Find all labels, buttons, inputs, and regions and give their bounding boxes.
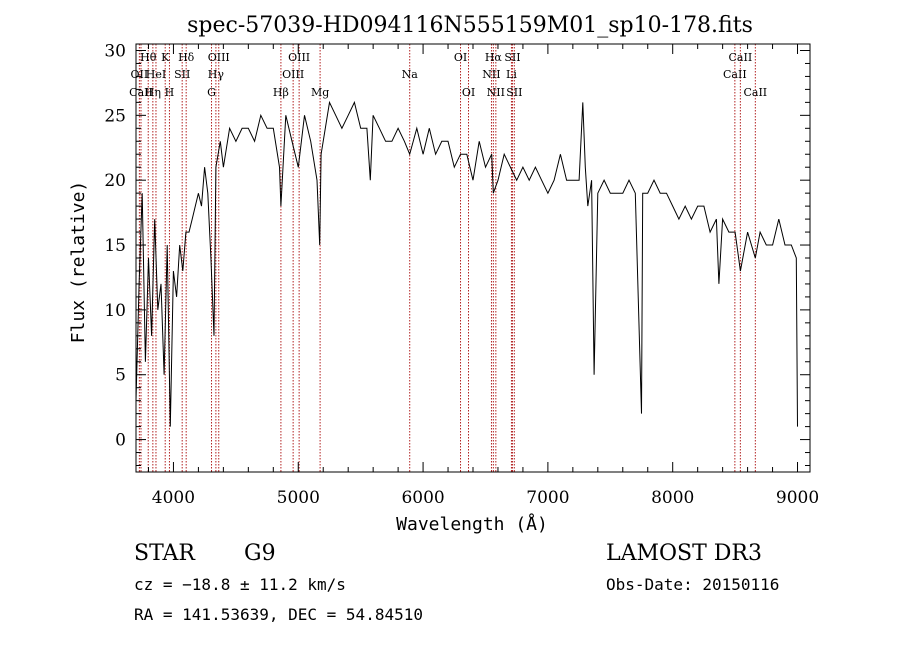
line-label: OIII: [208, 51, 230, 64]
line-label: NII: [482, 68, 500, 81]
y-tick-label: 25: [104, 106, 126, 126]
emission-line-markers: [138, 44, 756, 472]
y-tick-label: 5: [115, 366, 126, 386]
object-subclass: G9: [244, 541, 276, 566]
line-label: HeI: [146, 68, 166, 81]
y-tick-label: 30: [104, 41, 126, 61]
line-label: SII: [174, 68, 190, 81]
y-tick-label: 0: [115, 431, 126, 451]
y-axis-ticks: 0 5 10 15 20 25 30: [104, 41, 810, 467]
y-tick-label: 10: [104, 301, 126, 321]
y-axis-label: Flux (relative): [68, 181, 89, 344]
line-label: Mg: [311, 86, 329, 99]
line-label: Na: [402, 68, 419, 81]
line-label: CaII: [129, 86, 153, 99]
line-label: Hδ: [178, 51, 195, 64]
emission-line-labels: OII CaII Hθ Hη HeI K H SII Hδ G Hγ OIII Hβ OIII OIII Mg…: [129, 51, 767, 99]
line-label: OIII: [282, 68, 304, 81]
y-tick-label: 15: [104, 236, 126, 256]
survey-label: LAMOST DR3: [606, 541, 762, 566]
redshift-line: cz = −18.8 ± 11.2 km/s: [134, 575, 346, 594]
line-label: SII: [506, 86, 522, 99]
y-tick-label: 20: [104, 171, 126, 191]
line-label: H: [165, 86, 175, 99]
x-tick-label: 6000: [401, 488, 444, 508]
x-tick-label: 9000: [776, 488, 819, 508]
line-label: CaII: [723, 68, 747, 81]
x-tick-label: 4000: [152, 488, 195, 508]
chart-title: spec-57039-HD094116N555159M01_sp10-178.f…: [187, 13, 753, 38]
x-axis-label: Wavelength (Å): [396, 513, 548, 535]
object-class: STAR: [134, 541, 196, 566]
line-label: Hβ: [273, 86, 289, 99]
line-label: Hγ: [208, 68, 225, 81]
line-label: Hη: [145, 86, 161, 99]
line-label: OII: [131, 68, 149, 81]
line-label: OIII: [288, 51, 310, 64]
line-label: Hθ: [140, 51, 157, 64]
spectrum-line: [135, 100, 798, 427]
plot-frame: [135, 43, 811, 473]
line-label: Hα: [485, 51, 503, 64]
line-label: SII: [504, 51, 520, 64]
line-label: Li: [506, 68, 517, 81]
line-label: OI: [454, 51, 467, 64]
line-label: OI: [462, 86, 475, 99]
x-tick-label: 7000: [526, 488, 569, 508]
line-label: CaII: [743, 86, 767, 99]
x-tick-label: 5000: [277, 488, 320, 508]
line-label: CaII: [729, 51, 753, 64]
coordinates-line: RA = 141.53639, DEC = 54.84510: [134, 605, 423, 624]
observation-date: Obs-Date: 20150116: [606, 575, 779, 594]
line-label: G: [207, 86, 216, 99]
x-axis-ticks: 4000 5000 6000 7000 8000 9000: [147, 44, 819, 508]
line-label: NII: [487, 86, 505, 99]
line-label: K: [161, 51, 170, 64]
x-tick-label: 8000: [651, 488, 694, 508]
